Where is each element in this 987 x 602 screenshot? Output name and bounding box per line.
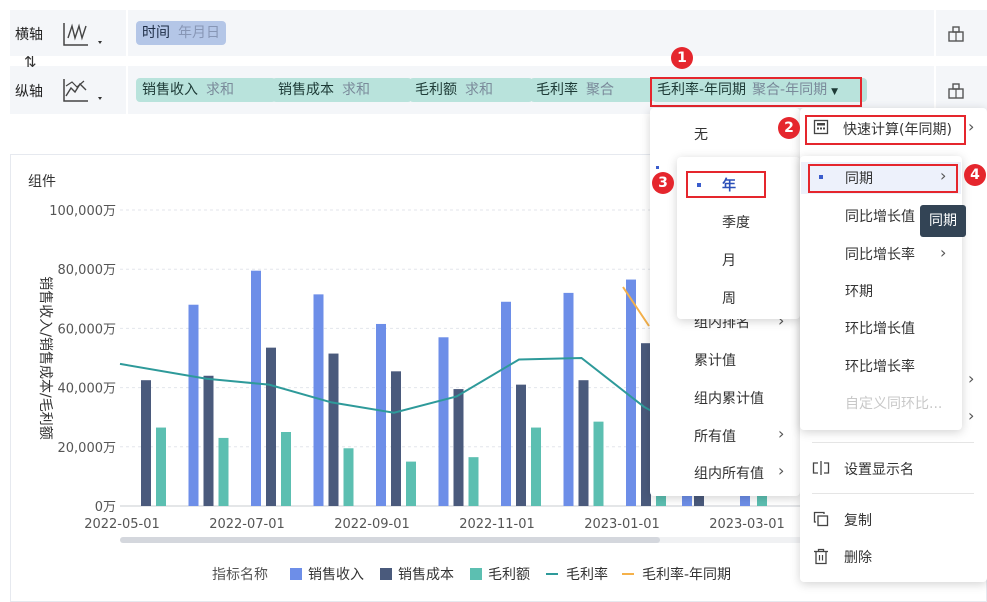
chevron-right-icon: › <box>778 311 785 330</box>
legend-swatch-sales <box>290 568 302 580</box>
legend-label: 销售收入 <box>308 567 364 583</box>
highlight-box-2 <box>805 115 966 145</box>
legend-swatch-margin-yoy <box>622 573 634 575</box>
copy-icon <box>813 511 829 527</box>
highlight-box-4 <box>808 164 958 193</box>
step-badge-4: 4 <box>964 164 986 186</box>
tag-name: 毛利率 <box>536 82 578 98</box>
tag-sub: 年月日 <box>178 25 220 41</box>
legend-item-margin[interactable]: 毛利率 <box>546 564 608 584</box>
sub-selected-dot <box>819 175 823 179</box>
tag-sub: 求和 <box>465 82 493 98</box>
sub-item-selected-bg <box>801 162 961 194</box>
tag-name: 毛利额 <box>415 82 457 98</box>
step-badge-1: 1 <box>671 47 693 69</box>
menu-item-none[interactable]: 无 <box>694 127 708 143</box>
legend-item-cost[interactable]: 销售成本 <box>380 564 454 584</box>
y-tag-cost[interactable]: 销售成本 求和 <box>272 78 412 102</box>
highlight-box-3 <box>686 171 766 198</box>
period-selected-dot <box>697 183 701 187</box>
chevron-right-icon: › <box>940 243 947 262</box>
menu-item-group-rank[interactable]: 组内排名 <box>694 315 750 331</box>
tooltip: 同期 <box>920 205 966 237</box>
calculator-icon <box>813 119 829 135</box>
period-item-year[interactable]: 年 <box>722 178 736 194</box>
legend-swatch-margin <box>546 573 558 575</box>
menu-divider <box>812 493 974 494</box>
step-badge-3: 3 <box>652 172 674 194</box>
y-tag-sales[interactable]: 销售收入 求和 <box>136 78 276 102</box>
menu-item-copy[interactable]: 复制 <box>844 513 872 529</box>
tag-sub: 求和 <box>342 82 370 98</box>
sub-item-mom-period[interactable]: 环期 <box>845 284 873 300</box>
x-axis-label: 横轴 <box>15 27 43 43</box>
sub-item-custom: 自定义同环比... <box>845 396 943 412</box>
chart-scrollbar-thumb[interactable] <box>120 537 660 543</box>
tag-name: 时间 <box>142 25 170 41</box>
menu-divider <box>812 442 974 443</box>
chevron-right-icon: › <box>968 117 975 136</box>
trash-icon <box>813 548 829 565</box>
x-axis-type-icon[interactable] <box>62 20 112 50</box>
legend-item-margin-yoy[interactable]: 毛利率-年同期 <box>622 564 731 584</box>
menu-item-set-display-name[interactable]: 设置显示名 <box>844 462 914 478</box>
legend-label: 毛利率 <box>566 567 608 583</box>
period-item-week[interactable]: 周 <box>722 291 736 307</box>
y-axis-type-icon[interactable] <box>62 76 112 106</box>
menu-item-group-cumulative[interactable]: 组内累计值 <box>694 391 764 407</box>
sub-item-same-period[interactable]: 同期 <box>845 171 873 187</box>
y-tag-margin-yoy[interactable]: 毛利率-年同期 聚合-年同期 ▼ <box>652 78 867 102</box>
chevron-right-icon: › <box>968 369 975 388</box>
menu-item-cumulative[interactable]: 累计值 <box>694 353 736 369</box>
tag-sub: 聚合 <box>586 82 614 98</box>
period-item-month[interactable]: 月 <box>722 253 736 269</box>
rename-icon <box>812 460 830 476</box>
settings-divider <box>934 10 936 114</box>
tag-sub: 求和 <box>206 82 234 98</box>
y-axis-label: 纵轴 <box>15 84 43 100</box>
legend-label: 毛利率-年同期 <box>642 567 732 583</box>
swap-axes-icon[interactable]: ⇅ <box>24 53 36 71</box>
axis-divider-left <box>126 10 128 114</box>
legend-swatch-cost <box>380 568 392 580</box>
legend-item-sales[interactable]: 销售收入 <box>290 564 364 584</box>
sub-item-yoy-value[interactable]: 同比增长值 <box>845 209 915 225</box>
tag-name: 销售收入 <box>142 82 198 98</box>
legend-label: 销售成本 <box>398 567 454 583</box>
sub-item-yoy-rate[interactable]: 同比增长率 <box>845 247 915 263</box>
chevron-right-icon: › <box>968 406 975 425</box>
legend-label: 毛利额 <box>488 567 530 583</box>
menu-item-group-all-values[interactable]: 组内所有值 <box>694 466 764 482</box>
menu-item-quick-calc[interactable]: 快速计算(年同期) <box>843 122 952 138</box>
y-axis-settings-icon[interactable] <box>946 81 966 101</box>
tag-name: 销售成本 <box>278 82 334 98</box>
sub-item-mom-rate[interactable]: 环比增长率 <box>845 359 915 375</box>
caret-down-icon: ▼ <box>831 87 839 97</box>
sub-item-mom-value[interactable]: 环比增长值 <box>845 321 915 337</box>
legend-swatch-gross <box>470 568 482 580</box>
menu-item-delete[interactable]: 删除 <box>844 550 872 566</box>
menu-item-all-values[interactable]: 所有值 <box>694 429 736 445</box>
x-axis-settings-icon[interactable] <box>946 24 966 44</box>
x-tag-time[interactable]: 时间 年月日 <box>136 21 226 45</box>
period-item-quarter[interactable]: 季度 <box>722 215 750 231</box>
compare-sub-menu <box>800 156 962 430</box>
y-tag-gross[interactable]: 毛利额 求和 <box>409 78 533 102</box>
chevron-right-icon: › <box>778 424 785 443</box>
highlight-box-1 <box>650 77 862 107</box>
tag-name: 毛利率-年同期 <box>657 82 747 98</box>
chevron-right-icon: › <box>940 166 947 185</box>
step-badge-2: 2 <box>778 117 800 139</box>
menu-selected-dot <box>656 166 659 169</box>
legend-item-gross[interactable]: 毛利额 <box>470 564 530 584</box>
chart-panel-title: 组件 <box>28 174 56 190</box>
legend-title: 指标名称 <box>212 567 268 583</box>
y-tag-margin[interactable]: 毛利率 聚合 <box>530 78 654 102</box>
chevron-right-icon: › <box>778 461 785 480</box>
tag-sub: 聚合-年同期 <box>752 82 828 98</box>
